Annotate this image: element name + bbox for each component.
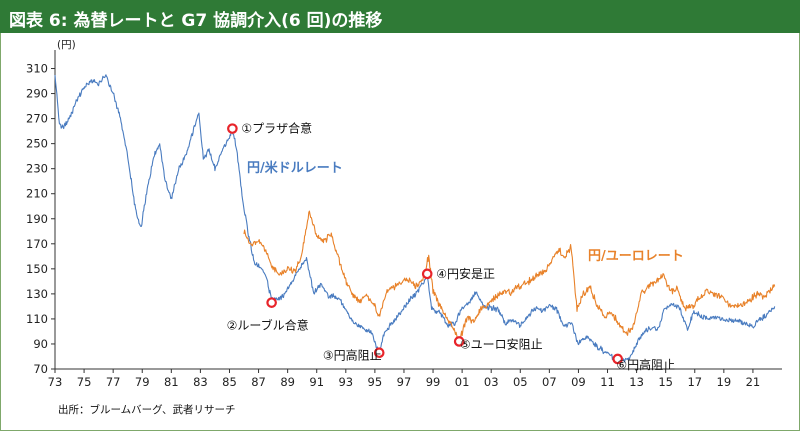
intervention-marker <box>373 347 385 359</box>
y-tick-label: 130 <box>26 287 48 301</box>
x-tick-label: 89 <box>280 375 295 389</box>
x-tick-label: 85 <box>222 375 237 389</box>
intervention-label: ④円安是正 <box>436 266 495 281</box>
intervention-label: ②ルーブル合意 <box>227 318 309 333</box>
intervention-marker <box>266 297 277 308</box>
y-tick-label: 70 <box>33 362 48 376</box>
intervention-label: ⑥円高阻止 <box>616 357 675 372</box>
y-axis-unit: (円) <box>57 39 76 51</box>
x-tick-label: 19 <box>717 375 732 389</box>
intervention-label: ①プラザ合意 <box>241 121 312 136</box>
intervention-label: ⑤ユーロ安阻止 <box>460 336 543 351</box>
x-tick-label: 97 <box>397 375 412 389</box>
x-tick-label: 77 <box>106 375 121 389</box>
x-tick-label: 79 <box>135 375 150 389</box>
usd-jpy-line <box>54 74 776 363</box>
x-tick-label: 81 <box>164 375 179 389</box>
x-tick-label: 01 <box>455 375 470 389</box>
y-tick-label: 310 <box>26 62 48 76</box>
x-tick-label: 15 <box>658 375 673 389</box>
y-tick-label: 90 <box>33 337 48 351</box>
x-tick-label: 11 <box>600 375 615 389</box>
x-tick-label: 83 <box>193 375 208 389</box>
x-tick-label: 99 <box>426 375 441 389</box>
intervention-marker <box>612 353 623 365</box>
y-tick-label: 110 <box>26 312 48 326</box>
intervention-marker <box>227 123 238 134</box>
x-tick-label: 13 <box>629 375 644 389</box>
source-note: 出所：ブルームバーグ、武者リサーチ <box>58 404 236 416</box>
usd-jpy-series-label: 円/米ドルレート <box>247 160 343 176</box>
intervention-marker <box>453 336 465 347</box>
chart-title: 図表 6: 為替レートと G7 協調介入(6 回)の推移 <box>9 11 383 31</box>
intervention-marker <box>421 268 433 280</box>
eur-jpy-series-label: 円/ユーロレート <box>588 249 684 264</box>
eur-jpy-line <box>243 210 776 341</box>
y-tick-label: 270 <box>26 112 48 126</box>
y-tick-label: 250 <box>26 137 48 151</box>
y-tick-label: 170 <box>26 237 48 251</box>
x-tick-label: 21 <box>746 375 761 389</box>
y-tick-label: 150 <box>26 262 48 276</box>
x-tick-label: 09 <box>571 375 586 389</box>
x-tick-label: 93 <box>338 375 353 389</box>
y-tick-label: 230 <box>26 162 48 176</box>
x-tick-label: 75 <box>77 375 92 389</box>
x-tick-label: 05 <box>513 375 528 389</box>
x-tick-label: 87 <box>251 375 266 389</box>
x-tick-label: 91 <box>309 375 324 389</box>
intervention-label: ③円高阻止 <box>323 348 382 363</box>
y-tick-label: 290 <box>26 87 48 101</box>
x-tick-label: 03 <box>484 375 499 389</box>
x-tick-label: 17 <box>687 375 702 389</box>
x-tick-label: 07 <box>542 375 557 389</box>
y-tick-label: 210 <box>26 187 48 201</box>
y-tick-label: 190 <box>26 212 48 226</box>
x-tick-label: 95 <box>368 375 383 389</box>
title-bar: 図表 6: 為替レートと G7 協調介入(6 回)の推移 <box>0 0 800 33</box>
x-tick-label: 73 <box>48 375 63 389</box>
